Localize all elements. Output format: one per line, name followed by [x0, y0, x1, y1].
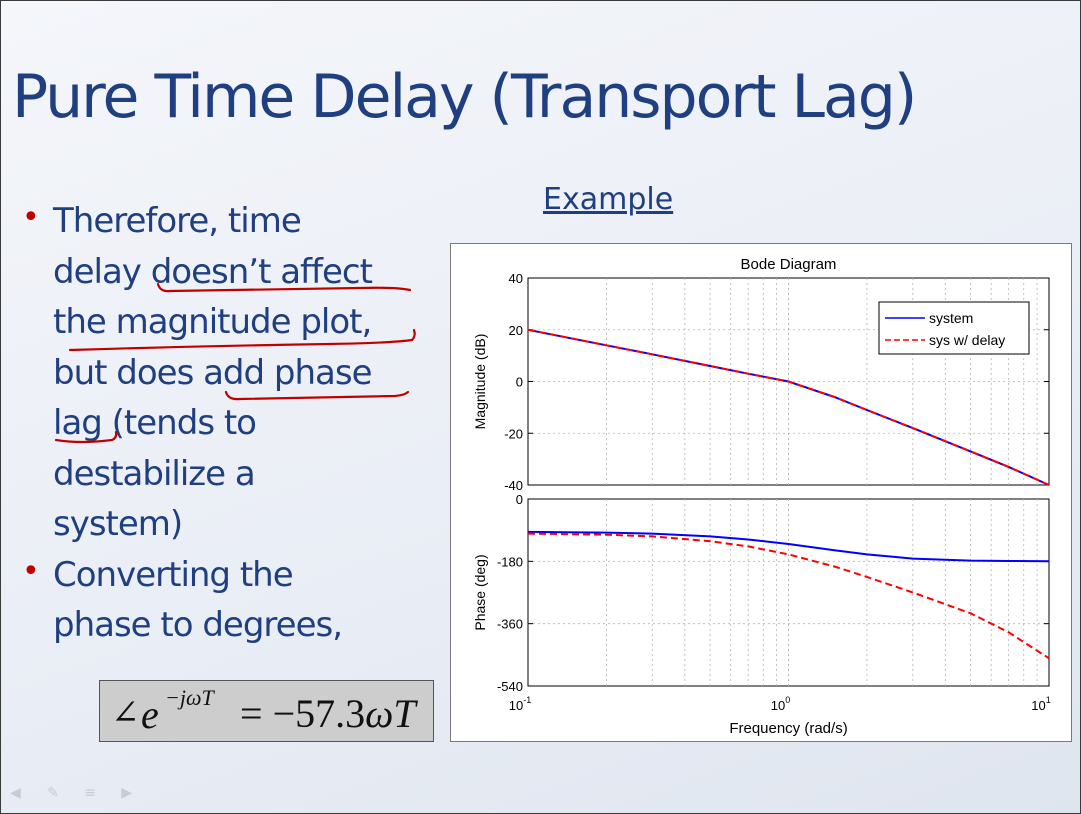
magnitude-ylabel: Magnitude (dB) — [472, 334, 488, 430]
magnitude-ytick-label: 40 — [509, 271, 523, 286]
phase-series-line — [527, 532, 1050, 660]
phase-ytick-label: -540 — [497, 679, 523, 694]
slide-title: Pure Time Delay (Transport Lag) — [12, 62, 917, 132]
legend-label: sys w/ delay — [929, 332, 1005, 348]
formula-base: e — [141, 692, 159, 737]
next-slide-icon[interactable]: ▶ — [121, 785, 133, 801]
bullet-dot-icon: • — [22, 200, 40, 235]
bullet-dot-icon: • — [22, 553, 40, 589]
legend-label: system — [929, 310, 973, 326]
x-tick-base: 10 — [771, 698, 785, 713]
formula-rhs: = −57.3ωT — [240, 690, 416, 737]
example-link[interactable]: Example — [543, 182, 674, 217]
x-tick-label: 100 — [771, 695, 790, 713]
magnitude-ytick-label: 20 — [509, 323, 523, 338]
pen-icon[interactable]: ✎ — [47, 785, 59, 801]
formula-t: T — [393, 691, 416, 736]
x-tick-label: 10-1 — [509, 695, 531, 713]
x-tick-base: 10 — [509, 698, 523, 713]
phase-ytick-label: 0 — [516, 492, 523, 507]
x-tick-base: 10 — [1031, 698, 1045, 713]
menu-icon[interactable]: ≡ — [84, 785, 96, 801]
phase-ytick-label: -360 — [497, 617, 523, 632]
bullet-text: Therefore, time delay doesn’t affect the… — [53, 201, 373, 544]
magnitude-ytick-label: -20 — [504, 426, 523, 441]
x-tick-exp: 0 — [785, 695, 790, 705]
chart-title: Bode Diagram — [741, 256, 837, 273]
phase-ytick-label: -180 — [497, 554, 523, 569]
formula-coefficient: −57.3 — [272, 691, 366, 736]
bullet-item: • Therefore, time delay doesn’t affect t… — [22, 196, 442, 550]
x-tick-label: 101 — [1031, 695, 1050, 713]
bullet-item: • Converting the phase to degrees, — [22, 550, 442, 651]
magnitude-ytick-label: -40 — [504, 478, 523, 493]
magnitude-series-line — [527, 328, 1050, 486]
formula-exponent: −jωT — [165, 685, 214, 710]
legend-box — [878, 301, 1030, 355]
bode-diagram: 40 20 0 -20 -40 Magnitude (dB) 0 -180 -360 -540 Ph… — [472, 256, 1051, 737]
bullet-list: • Therefore, time delay doesn’t affect t… — [22, 196, 442, 651]
bode-chart-panel: 40 20 0 -20 -40 Magnitude (dB) 0 -180 -360 -540 Ph… — [450, 243, 1072, 742]
x-axis-label: Frequency (rad/s) — [729, 720, 847, 737]
formula-omega: ω — [365, 691, 394, 736]
phase-series-line — [527, 530, 1050, 563]
phase-plot-area — [527, 498, 1050, 687]
x-tick-exp: 1 — [1046, 695, 1051, 705]
magnitude-ytick-label: 0 — [516, 375, 523, 390]
slide-nav: ◀ ✎ ≡ ▶ — [10, 782, 153, 801]
previous-slide-icon[interactable]: ◀ — [10, 785, 21, 801]
formula-angle: ∠ — [111, 693, 140, 733]
x-tick-exp: -1 — [523, 695, 531, 705]
bullet-text: Converting the phase to degrees, — [53, 554, 343, 646]
formula-box: ∠ e −jωT = −57.3ωT — [99, 680, 434, 742]
formula-equals: = — [240, 691, 263, 736]
phase-ylabel: Phase (deg) — [472, 554, 488, 630]
